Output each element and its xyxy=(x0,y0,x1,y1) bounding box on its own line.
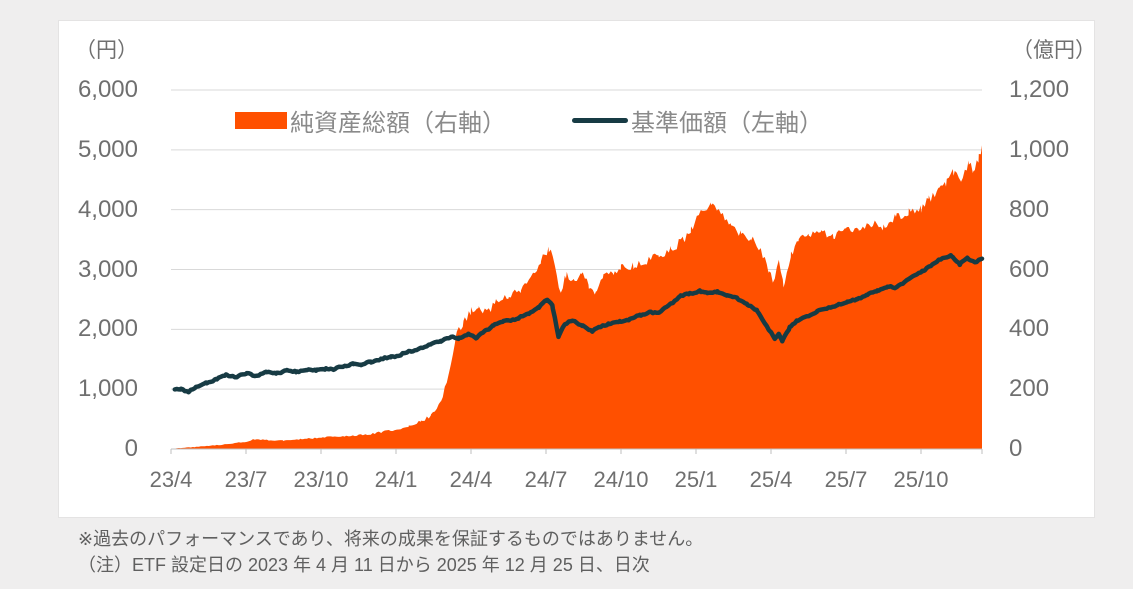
x-axis-tick-label: 24/7 xyxy=(524,467,568,492)
right-axis-tick-label: 0 xyxy=(1009,435,1023,462)
x-axis-tick-label: 25/1 xyxy=(674,467,718,492)
x-axis-tick-label: 23/7 xyxy=(224,467,268,492)
right-axis-tick-label: 1,200 xyxy=(1009,76,1070,103)
right-axis-tick-label: 600 xyxy=(1009,255,1050,283)
right-axis-tick-label: 200 xyxy=(1009,375,1050,403)
footnote-period: （注）ETF 設定日の 2023 年 4 月 11 日から 2025 年 12 … xyxy=(78,555,650,575)
right-axis-tick-label: 800 xyxy=(1009,195,1050,223)
left-axis-tick-label: 5,000 xyxy=(77,135,138,163)
x-axis-tick-label: 24/1 xyxy=(374,467,418,492)
x-axis-tick-label: 24/4 xyxy=(449,467,493,492)
left-axis-tick-label: 0 xyxy=(124,435,138,462)
nav-line-swatch xyxy=(572,117,628,123)
left-axis-tick-label: 6,000 xyxy=(77,76,138,103)
net-assets-area xyxy=(174,145,983,449)
footnotes: ※過去のパフォーマンスであり、将来の成果を保証するものではありません。 （注）E… xyxy=(78,526,703,578)
chart-plot-region: （円） （億円） 6,000 5,000 4,000 3,000 2,000 1,000 0… xyxy=(59,21,1096,519)
x-axis-tick-label: 25/7 xyxy=(824,467,868,492)
x-axis-tick-label: 24/10 xyxy=(593,467,649,492)
right-axis-unit: （億円） xyxy=(1012,39,1096,62)
legend-label-net-assets: 純資産総額（右軸） xyxy=(290,109,506,137)
left-axis-tick-label: 4,000 xyxy=(77,195,138,223)
x-axis-tick-label: 25/10 xyxy=(893,467,949,492)
right-axis-tick-label: 1,000 xyxy=(1009,135,1070,163)
legend-item-net-assets: 純資産総額（右軸） xyxy=(235,105,506,137)
chart-canvas xyxy=(170,89,985,454)
x-axis-tick-label: 23/4 xyxy=(149,467,193,492)
left-axis-tick-label: 3,000 xyxy=(77,255,138,283)
right-axis-tick-label: 400 xyxy=(1009,315,1050,343)
x-axis-tick-label: 25/4 xyxy=(749,467,793,492)
nav-line xyxy=(172,252,985,395)
footnote-disclaimer: ※過去のパフォーマンスであり、将来の成果を保証するものではありません。 xyxy=(78,529,704,549)
left-axis-unit: （円） xyxy=(75,39,138,62)
legend-label-nav: 基準価額（左軸） xyxy=(631,109,823,137)
chart-card: （円） （億円） 6,000 5,000 4,000 3,000 2,000 1,000 0… xyxy=(58,20,1096,519)
legend-item-nav: 基準価額（左軸） xyxy=(572,105,823,137)
left-axis-tick-label: 2,000 xyxy=(77,315,138,343)
net-assets-swatch xyxy=(235,111,287,129)
left-axis-tick-label: 1,000 xyxy=(77,375,138,403)
x-axis-tick-label: 23/10 xyxy=(293,467,349,492)
